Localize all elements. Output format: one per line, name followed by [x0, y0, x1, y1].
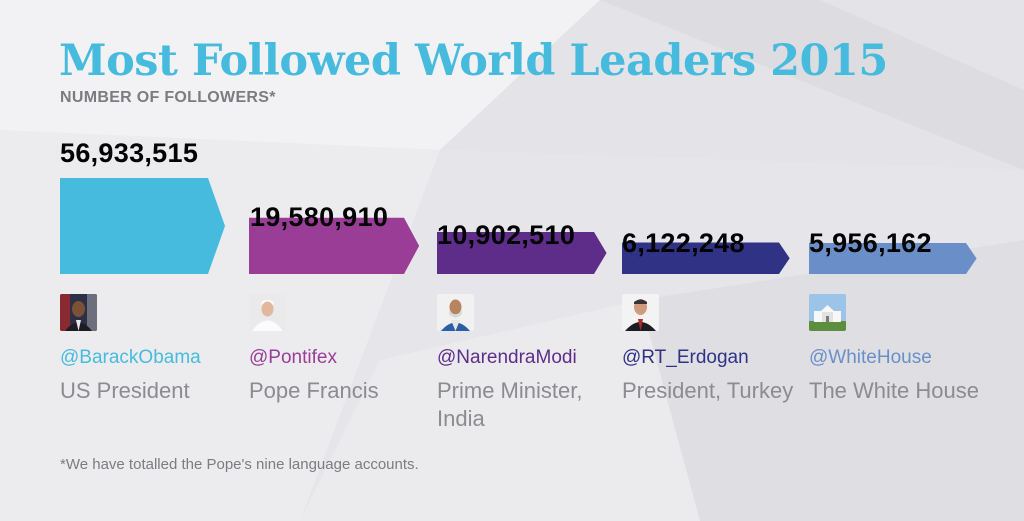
- bar-pontifex: [249, 217, 420, 274]
- handle-modi: @NarendraModi: [437, 347, 577, 368]
- erdogan-avatar: [622, 294, 659, 331]
- bar-whitehouse: [809, 242, 977, 274]
- obama-avatar: [60, 294, 97, 331]
- role-whitehouse: The White House: [809, 378, 979, 403]
- role-pontifex: Pope Francis: [249, 378, 379, 403]
- handle-pontifex: @Pontifex: [249, 347, 337, 368]
- page-title: Most Followed World Leaders 2015: [59, 36, 888, 86]
- handle-erdogan: @RT_Erdogan: [622, 347, 749, 368]
- value-label-pontifex: 19,580,910: [250, 202, 389, 232]
- role-erdogan: President, Turkey: [622, 378, 794, 403]
- white-house-avatar: [809, 294, 846, 331]
- value-label-modi: 10,902,510: [437, 220, 576, 250]
- pope-francis-avatar: [249, 294, 286, 331]
- value-label-erdogan: 6,122,248: [622, 228, 745, 258]
- role-modi: Prime Minister, India: [437, 378, 583, 431]
- value-label-whitehouse: 5,956,162: [809, 228, 932, 258]
- modi-avatar: [437, 294, 474, 331]
- bar-modi: [437, 231, 607, 274]
- bar-obama: [60, 178, 225, 274]
- handle-obama: @BarackObama: [60, 347, 201, 368]
- role-obama: US President: [60, 378, 190, 403]
- bar-erdogan: [622, 242, 790, 274]
- handle-whitehouse: @WhiteHouse: [809, 347, 932, 368]
- footnote: *We have totalled the Pope's nine langua…: [60, 456, 419, 473]
- page-subtitle: NUMBER OF FOLLOWERS*: [60, 89, 276, 106]
- value-label-obama: 56,933,515: [60, 138, 199, 168]
